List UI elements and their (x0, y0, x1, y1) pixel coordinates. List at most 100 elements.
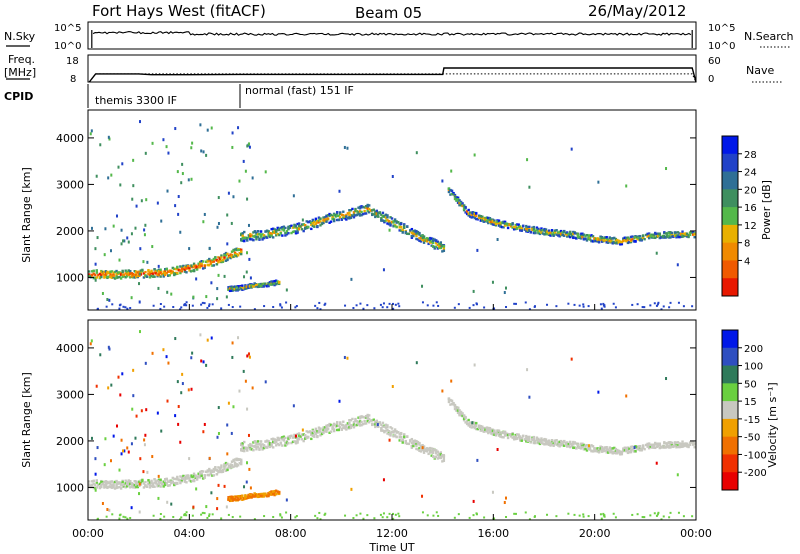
velocity-echo-cell (162, 484, 165, 487)
velocity-echo-cell (230, 499, 233, 502)
power-echo-cell (332, 213, 336, 217)
power-echo-cell (106, 272, 109, 275)
velocity-noise-cell (139, 457, 142, 461)
velocity-ground-cell (641, 516, 644, 519)
velocity-echo-cell (374, 420, 377, 423)
power-echo-cell (278, 281, 281, 284)
velocity-echo-cell (637, 445, 640, 448)
velocity-noise-cell (142, 470, 145, 474)
velocity-ground-cell (208, 514, 211, 517)
velocity-echo-cell (279, 442, 283, 445)
velocity-echo-cell (526, 435, 530, 439)
velocity-echo-cell (416, 440, 420, 444)
velocity-echo-cell (200, 470, 203, 473)
power-ground-cell (152, 304, 155, 307)
velocity-echo-cell (631, 448, 634, 451)
power-echo-cell (162, 270, 165, 273)
power-noise-cell (108, 137, 111, 141)
power-echo-cell (490, 220, 493, 224)
power-echo-cell (459, 204, 463, 207)
velocity-echo-cell (520, 438, 523, 441)
power-echo-cell (270, 283, 273, 286)
power-echo-cell (236, 286, 239, 289)
power-echo-cell (566, 235, 569, 238)
power-echo-cell (652, 233, 655, 236)
nsearch-tick-bottom: 10^0 (708, 41, 735, 52)
velocity-ground-cell (179, 518, 182, 521)
power-ground-cell (119, 303, 122, 306)
power-echo-cell (101, 270, 105, 274)
power-echo-cell (666, 233, 669, 236)
power-echo-cell (403, 225, 406, 229)
velocity-noise-cell (421, 494, 424, 498)
velocity-echo-cell (220, 469, 223, 473)
power-echo-cell (632, 240, 636, 243)
power-echo-cell (372, 208, 375, 211)
power-echo-cell (314, 222, 318, 225)
power-echo-cell (296, 226, 299, 230)
velocity-echo-cell (282, 437, 286, 440)
velocity-echo-cell (479, 426, 482, 429)
power-echo-cell (115, 272, 118, 276)
power-noise-cell (143, 228, 146, 232)
velocity-echo-cell (435, 450, 438, 454)
velocity-echo-cell (637, 446, 640, 450)
velocity-echo-cell (179, 475, 182, 478)
velocity-noise-cell (292, 404, 295, 408)
velocity-echo-cell (375, 424, 379, 428)
power-echo-cell (230, 255, 234, 259)
power-echo-cell (364, 204, 368, 208)
power-echo-cell (307, 220, 310, 224)
power-echo-cell (383, 220, 386, 223)
power-noise-cell (210, 126, 213, 130)
velocity-noise-cell (217, 483, 220, 487)
velocity-echo-cell (241, 494, 244, 497)
power-echo-cell (212, 257, 216, 261)
power-echo-cell (422, 236, 426, 240)
power-echo-cell (475, 211, 478, 215)
velocity-echo-cell (458, 411, 461, 415)
power-echo-cell (537, 230, 540, 233)
power-noise-cell (206, 128, 209, 132)
velocity-echo-cell (236, 498, 239, 502)
power-noise-cell (473, 153, 476, 157)
power-noise-cell (181, 162, 184, 166)
power-echo-cell (159, 271, 162, 275)
velocity-echo-cell (688, 441, 692, 444)
power-echo-cell (581, 234, 584, 238)
velocity-echo-cell (273, 492, 276, 495)
cpid-segment-2: normal (fast) 151 IF (245, 84, 354, 97)
velocity-noise-cell (103, 463, 106, 467)
velocity-noise-cell (210, 336, 213, 340)
power-echo-cell (320, 222, 324, 226)
power-echo-cell (581, 236, 584, 239)
velocity-echo-cell (432, 454, 435, 458)
power-echo-cell (540, 231, 543, 234)
velocity-echo-cell (285, 441, 289, 444)
power-ground-cell (191, 304, 194, 307)
velocity-echo-cell (217, 469, 220, 473)
velocity-noise-cell (135, 414, 138, 418)
power-echo-cell (663, 231, 666, 234)
velocity-echo-cell (101, 482, 105, 485)
power-echo-cell (317, 216, 321, 219)
power-echo-cell (629, 235, 633, 239)
velocity-echo-cell (164, 483, 167, 487)
power-echo-cell (401, 228, 404, 231)
velocity-echo-cell (171, 476, 174, 480)
power-echo-cell (168, 269, 171, 272)
velocity-echo-cell (617, 451, 621, 454)
power-echo-cell (428, 241, 432, 244)
velocity-noise-cell (225, 505, 228, 509)
velocity-echo-cell (281, 438, 284, 441)
power-echo-cell (623, 239, 627, 242)
power-echo-cell (690, 231, 693, 234)
velocity-ground-cell (191, 514, 194, 517)
velocity-echo-cell (127, 479, 130, 482)
power-echo-cell (582, 233, 586, 237)
power-echo-cell (387, 220, 391, 223)
power-echo-cell (180, 267, 184, 270)
power-echo-cell (503, 220, 507, 224)
power-echo-cell (509, 223, 513, 226)
velocity-echo-cell (383, 430, 386, 433)
